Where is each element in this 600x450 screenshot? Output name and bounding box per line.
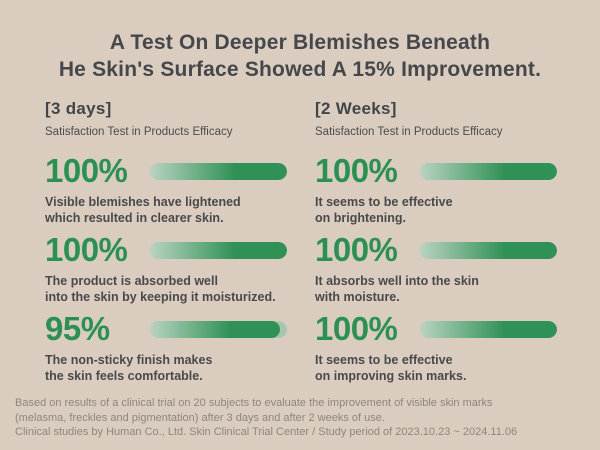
page-title-line1: A Test On Deeper Blemishes Beneath bbox=[109, 31, 491, 54]
column-3-days-header: [3 days] bbox=[45, 99, 112, 118]
stat-value: 95% bbox=[45, 310, 110, 347]
stat-description: It absorbs well into the skin with moist… bbox=[315, 274, 585, 305]
stat-description-line1: It seems to be effective bbox=[315, 195, 453, 209]
stat-description-line2: into the skin by keeping it moisturized. bbox=[45, 289, 276, 304]
progress-bar bbox=[150, 320, 287, 338]
page-title-line2: He Skin's Surface Showed A 15% Improveme… bbox=[58, 58, 542, 81]
footnote-line1: Based on results of a clinical trial on … bbox=[15, 397, 493, 409]
stat-row: 100% bbox=[45, 151, 315, 191]
progress-bar-fill bbox=[150, 320, 281, 338]
stat-row: 100% bbox=[315, 230, 585, 270]
stat-block: 100% The product is absorbed well into t… bbox=[45, 230, 315, 305]
stat-value: 100% bbox=[45, 152, 128, 189]
footnote: Based on results of a clinical trial on … bbox=[15, 396, 590, 440]
progress-bar-fill bbox=[420, 320, 557, 338]
stat-description: It seems to be effective on improving sk… bbox=[315, 353, 585, 384]
progress-bar bbox=[150, 162, 287, 180]
progress-bar bbox=[150, 241, 287, 259]
stat-description-line2: the skin feels comfortable. bbox=[45, 368, 203, 383]
stat-description-line2: which resulted in clearer skin. bbox=[45, 210, 224, 225]
stat-row: 95% bbox=[45, 309, 315, 349]
stat-description: It seems to be effective on brightening. bbox=[315, 195, 585, 226]
stat-description: The non-sticky finish makes the skin fee… bbox=[45, 353, 315, 384]
stat-block: 100% It seems to be effective on improvi… bbox=[315, 309, 585, 384]
progress-bar-fill bbox=[150, 241, 287, 259]
progress-bar-fill bbox=[420, 241, 557, 259]
footnote-line3: Clinical studies by Human Co., Ltd. Skin… bbox=[15, 426, 518, 438]
column-2-weeks: [2 Weeks] Satisfaction Test in Products … bbox=[315, 99, 585, 384]
stat-block: 95% The non-sticky finish makes the skin… bbox=[45, 309, 315, 384]
stat-value: 100% bbox=[315, 310, 398, 347]
column-2-weeks-header: [2 Weeks] bbox=[315, 99, 397, 118]
stat-description: The product is absorbed well into the sk… bbox=[45, 274, 315, 305]
stat-description: Visible blemishes have lightened which r… bbox=[45, 195, 315, 226]
stat-value: 100% bbox=[315, 152, 398, 189]
stat-description-line2: on brightening. bbox=[315, 210, 406, 225]
footnote-line2: (melasma, freckles and pigmentation) aft… bbox=[15, 411, 385, 424]
stat-description-line1: The non-sticky finish makes bbox=[45, 353, 213, 367]
stat-row: 100% bbox=[315, 309, 585, 349]
stat-columns: [3 days] Satisfaction Test in Products E… bbox=[0, 99, 600, 384]
progress-bar-fill bbox=[150, 162, 287, 180]
page-title: A Test On Deeper Blemishes Beneath He Sk… bbox=[0, 0, 600, 83]
stat-value: 100% bbox=[315, 231, 398, 268]
stat-description-line2: with moisture. bbox=[315, 289, 400, 304]
progress-bar bbox=[420, 320, 557, 338]
stat-value: 100% bbox=[45, 231, 128, 268]
stat-block: 100% It seems to be effective on brighte… bbox=[315, 151, 585, 226]
stat-block: 100% It absorbs well into the skin with … bbox=[315, 230, 585, 305]
stat-block: 100% Visible blemishes have lightened wh… bbox=[45, 151, 315, 226]
stat-row: 100% bbox=[45, 230, 315, 270]
column-2-weeks-subtitle: Satisfaction Test in Products Efficacy bbox=[315, 126, 503, 138]
progress-bar bbox=[420, 241, 557, 259]
stat-description-line2: on improving skin marks. bbox=[315, 368, 467, 383]
stat-description-line1: It absorbs well into the skin bbox=[315, 274, 479, 288]
progress-bar-fill bbox=[420, 162, 557, 180]
progress-bar bbox=[420, 162, 557, 180]
stat-description-line1: It seems to be effective bbox=[315, 353, 453, 367]
stat-description-line1: The product is absorbed well bbox=[45, 274, 218, 288]
stat-row: 100% bbox=[315, 151, 585, 191]
stat-description-line1: Visible blemishes have lightened bbox=[45, 195, 241, 209]
column-3-days-subtitle: Satisfaction Test in Products Efficacy bbox=[45, 126, 233, 138]
column-3-days: [3 days] Satisfaction Test in Products E… bbox=[45, 99, 315, 384]
